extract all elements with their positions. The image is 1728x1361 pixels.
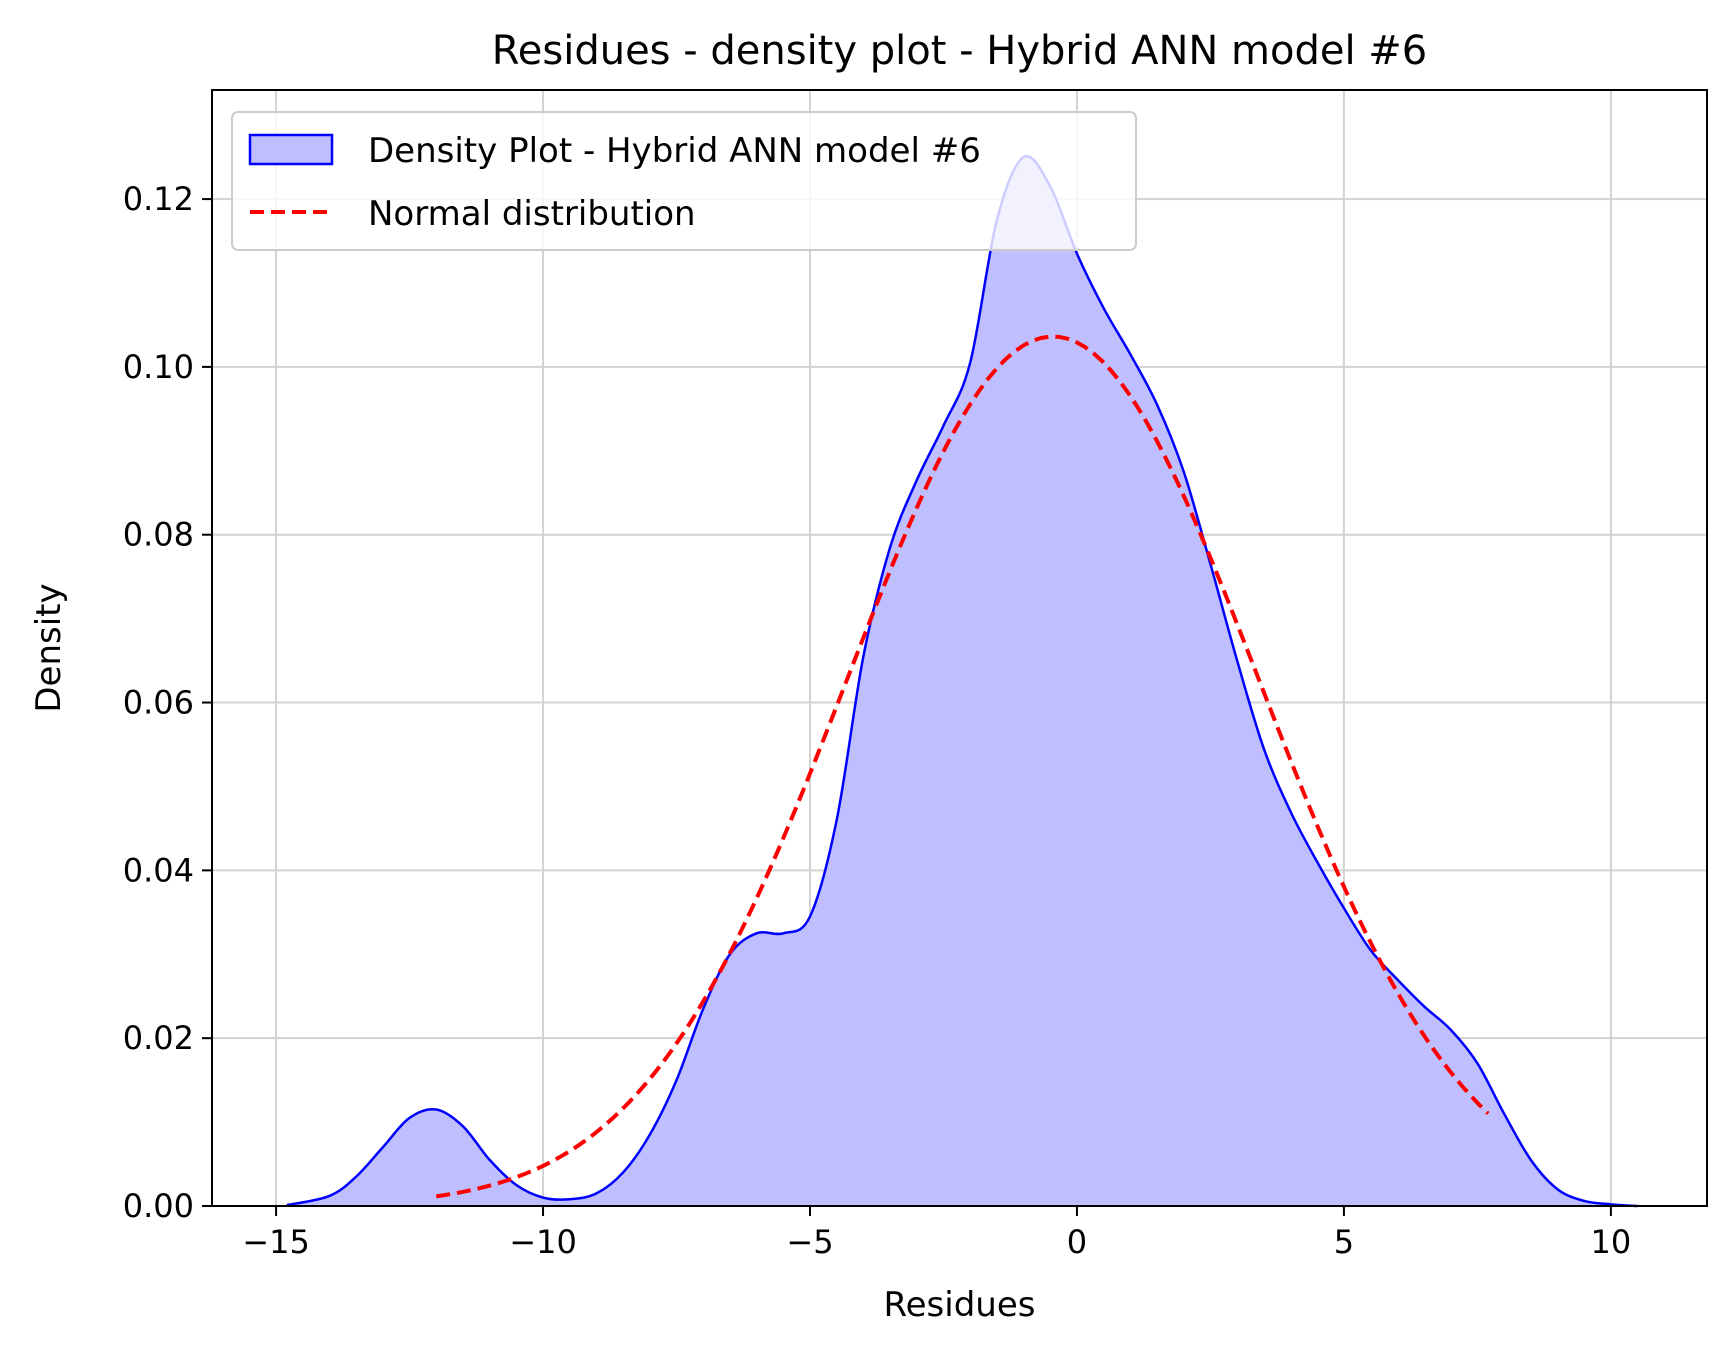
y-tick-label: 0.10	[123, 348, 194, 386]
y-tick-label: 0.12	[123, 180, 194, 218]
y-axis-label: Density	[29, 583, 69, 712]
x-tick-label: −10	[509, 1223, 577, 1261]
x-axis-label: Residues	[884, 1285, 1036, 1325]
normal-distribution-curve	[435, 334, 1490, 1199]
density-curve	[286, 154, 1638, 1208]
plot-frame	[211, 89, 1708, 1207]
legend-label-normal: Normal distribution	[368, 194, 696, 234]
x-tick-label: −15	[242, 1223, 310, 1261]
chart-title: Residues - density plot - Hybrid ANN mod…	[492, 28, 1427, 74]
density-area-fill	[286, 156, 1638, 1207]
density-area-layer	[286, 154, 1638, 1208]
y-tick-label: 0.06	[123, 684, 194, 722]
x-tick-label: −5	[786, 1223, 833, 1261]
y-tick-label: 0.00	[123, 1187, 194, 1225]
y-tick-label: 0.08	[123, 516, 194, 554]
normal-curve-layer	[435, 334, 1490, 1199]
y-tick-label: 0.02	[123, 1019, 194, 1057]
x-tick-label: 10	[1591, 1223, 1632, 1261]
x-tick-label: 5	[1334, 1223, 1354, 1261]
axis-ticks: −15 −10 −5 0 5 10 0.00 0.02 0.04 0.06 0.08 0.10 0.12	[123, 180, 1632, 1261]
legend-label-density: Density Plot - Hybrid ANN model #6	[368, 131, 981, 171]
x-tick-label: 0	[1067, 1223, 1087, 1261]
legend-box	[231, 111, 1137, 251]
y-tick-label: 0.04	[123, 851, 194, 889]
legend-density-swatch	[248, 133, 334, 166]
legend: Density Plot - Hybrid ANN model #6 Norma…	[231, 111, 1137, 251]
